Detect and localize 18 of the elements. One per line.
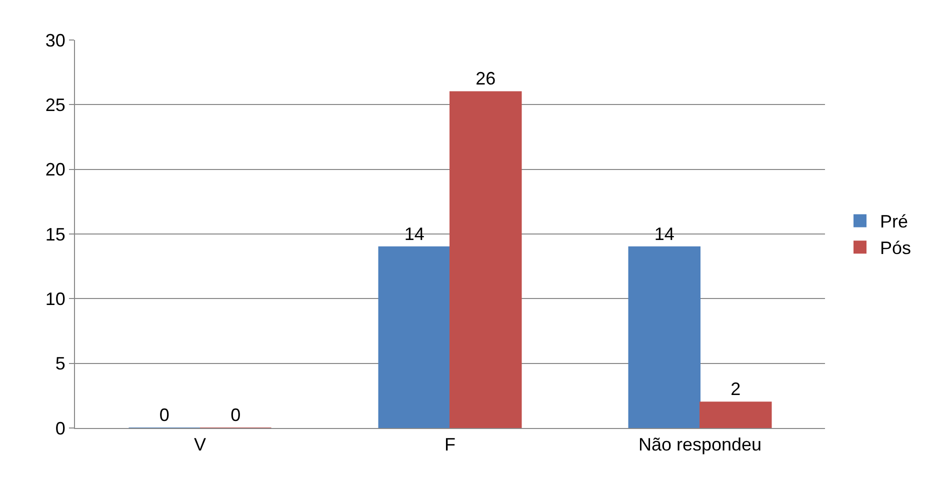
data-label: 0: [230, 405, 241, 425]
y-tick-label: 15: [45, 224, 66, 244]
data-label: 26: [476, 68, 496, 89]
y-tick-label: 10: [45, 288, 66, 309]
data-label: 2: [730, 379, 741, 400]
x-tick-label: V: [194, 434, 206, 455]
y-tick-label: 30: [45, 30, 66, 50]
legend-label: Pré: [880, 212, 908, 232]
data-label: 14: [404, 224, 424, 244]
data-label: 0: [159, 405, 170, 425]
data-label: 14: [654, 224, 674, 244]
y-tick-label: 25: [45, 94, 66, 115]
y-tick-label: 5: [55, 354, 66, 374]
x-tick-label: F: [444, 434, 456, 455]
x-tick-label: Não respondeu: [638, 434, 762, 455]
y-tick-label: 20: [45, 160, 66, 180]
legend-label: Pós: [880, 238, 912, 258]
y-tick-label: 0: [55, 418, 66, 438]
